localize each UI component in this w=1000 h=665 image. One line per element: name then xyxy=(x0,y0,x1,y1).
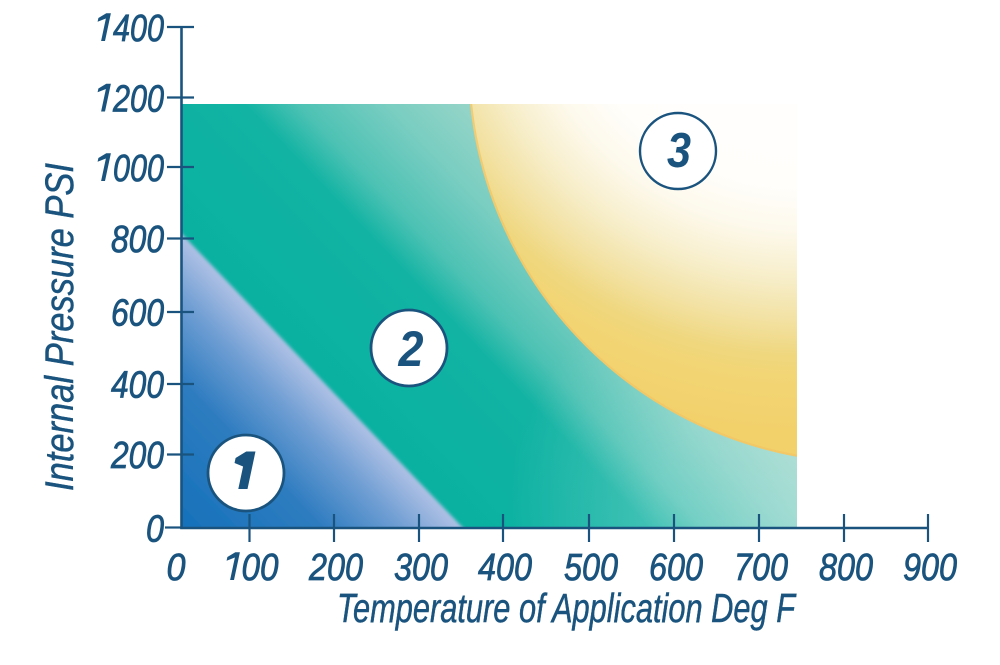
svg-text:600: 600 xyxy=(649,547,703,589)
svg-text:00: 00 xyxy=(242,547,279,589)
svg-text:Internal Pressure PSI: Internal Pressure PSI xyxy=(38,163,82,491)
svg-text:400: 400 xyxy=(111,365,164,407)
svg-text:900: 900 xyxy=(903,547,957,589)
svg-text:700: 700 xyxy=(734,547,788,589)
svg-text:500: 500 xyxy=(564,547,618,589)
svg-text:0: 0 xyxy=(167,547,186,589)
svg-text:600: 600 xyxy=(111,293,164,335)
svg-text:400: 400 xyxy=(478,547,532,589)
svg-text:200: 200 xyxy=(112,79,164,121)
svg-text:800: 800 xyxy=(819,547,873,589)
svg-text:300: 300 xyxy=(394,547,448,589)
svg-text:2: 2 xyxy=(398,321,424,377)
svg-text:400: 400 xyxy=(113,8,164,50)
svg-text:200: 200 xyxy=(110,435,164,477)
svg-text:Temperature of Application Deg: Temperature of Application Deg F xyxy=(337,585,796,631)
svg-text:000: 000 xyxy=(113,148,164,190)
svg-text:0: 0 xyxy=(146,509,164,551)
svg-text:3: 3 xyxy=(667,124,691,178)
svg-text:200: 200 xyxy=(308,547,363,589)
svg-text:800: 800 xyxy=(111,219,164,261)
